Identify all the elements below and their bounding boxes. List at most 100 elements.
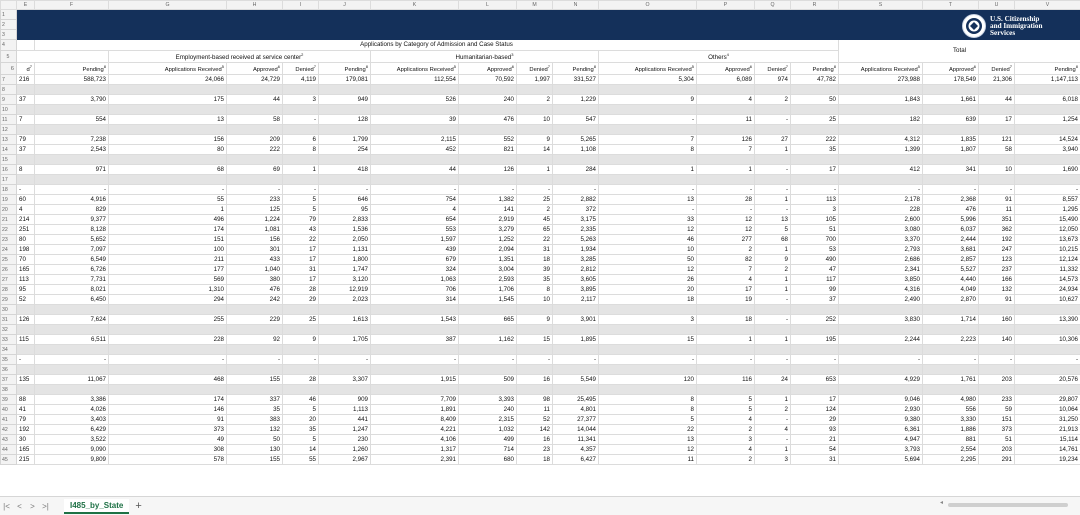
data-cell[interactable]: 15,114: [1015, 435, 1080, 445]
data-cell[interactable]: -: [553, 355, 599, 365]
data-cell[interactable]: 132: [979, 285, 1015, 295]
data-cell[interactable]: 8,021: [35, 285, 109, 295]
data-cell[interactable]: 20,576: [1015, 375, 1080, 385]
data-cell[interactable]: 4: [17, 205, 35, 215]
row-header[interactable]: 18: [1, 185, 17, 195]
data-cell[interactable]: 8,557: [1015, 195, 1080, 205]
data-cell[interactable]: -: [755, 205, 791, 215]
data-cell[interactable]: 8: [283, 145, 319, 155]
data-cell[interactable]: [283, 385, 319, 395]
data-cell[interactable]: [17, 325, 35, 335]
data-cell[interactable]: 1: [755, 145, 791, 155]
data-cell[interactable]: 351: [979, 215, 1015, 225]
data-cell[interactable]: 5: [599, 415, 697, 425]
data-cell[interactable]: 1,295: [1015, 205, 1080, 215]
row-header[interactable]: 41: [1, 415, 17, 425]
data-cell[interactable]: [1015, 345, 1080, 355]
data-cell[interactable]: 476: [923, 205, 979, 215]
data-cell[interactable]: 37: [17, 145, 35, 155]
data-cell[interactable]: 1,706: [459, 285, 517, 295]
data-cell[interactable]: 7,709: [371, 395, 459, 405]
data-cell[interactable]: 1,886: [923, 425, 979, 435]
data-cell[interactable]: 1,317: [371, 445, 459, 455]
data-cell[interactable]: 7: [697, 265, 755, 275]
data-cell[interactable]: -: [755, 355, 791, 365]
data-cell[interactable]: [35, 325, 109, 335]
data-cell[interactable]: [553, 365, 599, 375]
data-cell[interactable]: -: [227, 355, 283, 365]
row-header[interactable]: 17: [1, 175, 17, 185]
data-cell[interactable]: 9: [599, 95, 697, 105]
data-cell[interactable]: 1,891: [371, 405, 459, 415]
data-cell[interactable]: 1,895: [553, 335, 599, 345]
data-cell[interactable]: [371, 175, 459, 185]
data-cell[interactable]: 203: [979, 375, 1015, 385]
data-cell[interactable]: 639: [923, 115, 979, 125]
data-cell[interactable]: 21,913: [1015, 425, 1080, 435]
data-cell[interactable]: [1015, 365, 1080, 375]
data-cell[interactable]: -: [839, 185, 923, 195]
data-cell[interactable]: -: [17, 355, 35, 365]
data-cell[interactable]: [839, 365, 923, 375]
row-header[interactable]: 45: [1, 455, 17, 465]
data-cell[interactable]: 1,543: [371, 315, 459, 325]
data-cell[interactable]: 2,857: [923, 255, 979, 265]
data-cell[interactable]: 19: [697, 295, 755, 305]
data-cell[interactable]: 314: [371, 295, 459, 305]
data-cell[interactable]: 6: [283, 135, 319, 145]
data-cell[interactable]: 4,916: [35, 195, 109, 205]
data-cell[interactable]: [517, 125, 553, 135]
data-cell[interactable]: 9: [517, 135, 553, 145]
data-cell[interactable]: 5,549: [553, 375, 599, 385]
data-cell[interactable]: -: [109, 355, 227, 365]
data-cell[interactable]: -: [755, 295, 791, 305]
data-cell[interactable]: 68: [109, 165, 227, 175]
data-cell[interactable]: 33: [599, 215, 697, 225]
data-cell[interactable]: 556: [923, 405, 979, 415]
data-cell[interactable]: 4,440: [923, 275, 979, 285]
data-cell[interactable]: -: [371, 185, 459, 195]
data-cell[interactable]: 179,081: [319, 75, 371, 85]
data-cell[interactable]: [109, 325, 227, 335]
data-cell[interactable]: 4,801: [553, 405, 599, 415]
data-cell[interactable]: 9: [755, 255, 791, 265]
data-cell[interactable]: 255: [109, 315, 227, 325]
data-cell[interactable]: 6,726: [35, 265, 109, 275]
column-name[interactable]: Pending8: [791, 63, 839, 75]
data-cell[interactable]: [791, 175, 839, 185]
data-cell[interactable]: 29,807: [1015, 395, 1080, 405]
row-header[interactable]: 23: [1, 235, 17, 245]
data-cell[interactable]: 1,835: [923, 135, 979, 145]
row-header[interactable]: 11: [1, 115, 17, 125]
data-cell[interactable]: 228: [109, 335, 227, 345]
data-cell[interactable]: 8: [517, 285, 553, 295]
data-cell[interactable]: 1,081: [227, 225, 283, 235]
data-cell[interactable]: 11: [599, 455, 697, 465]
column-header[interactable]: S: [839, 1, 923, 10]
row-header[interactable]: 29: [1, 295, 17, 305]
data-cell[interactable]: 8: [17, 165, 35, 175]
data-cell[interactable]: -: [791, 355, 839, 365]
data-cell[interactable]: 10,306: [1015, 335, 1080, 345]
data-cell[interactable]: 12,124: [1015, 255, 1080, 265]
data-cell[interactable]: [923, 85, 979, 95]
data-cell[interactable]: [227, 125, 283, 135]
data-cell[interactable]: [599, 385, 697, 395]
data-cell[interactable]: 51: [791, 225, 839, 235]
data-cell[interactable]: 7,624: [35, 315, 109, 325]
data-cell[interactable]: 665: [459, 315, 517, 325]
data-cell[interactable]: 165: [17, 445, 35, 455]
data-cell[interactable]: 2,554: [923, 445, 979, 455]
data-cell[interactable]: 1,934: [553, 245, 599, 255]
column-header[interactable]: P: [697, 1, 755, 10]
data-cell[interactable]: 4: [371, 205, 459, 215]
data-cell[interactable]: 31,250: [1015, 415, 1080, 425]
data-cell[interactable]: 10: [517, 295, 553, 305]
total-label[interactable]: Total: [839, 40, 1080, 63]
data-cell[interactable]: [283, 155, 319, 165]
data-cell[interactable]: 17: [283, 275, 319, 285]
data-cell[interactable]: [371, 85, 459, 95]
data-cell[interactable]: 1,799: [319, 135, 371, 145]
data-cell[interactable]: 91: [109, 415, 227, 425]
data-cell[interactable]: [979, 345, 1015, 355]
